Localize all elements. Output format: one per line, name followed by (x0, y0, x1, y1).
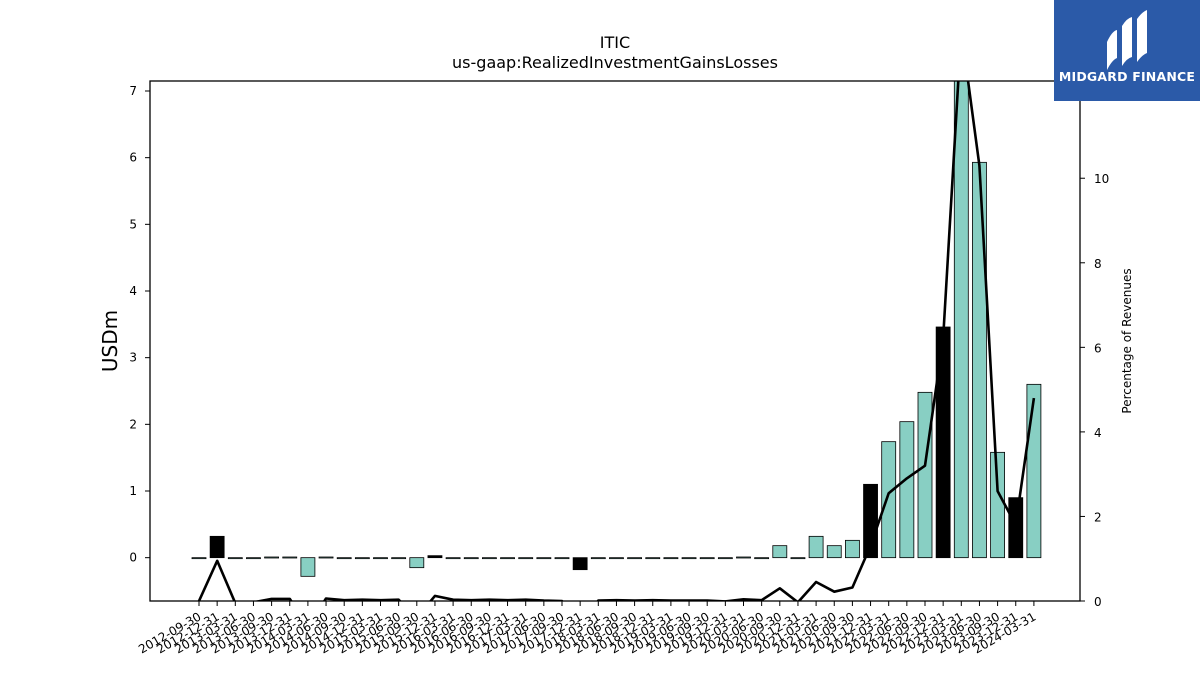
bar-2015-09-30 (409, 557, 425, 569)
chart-subtitle: us-gaap:RealizedInvestmentGainsLosses (452, 53, 778, 72)
bar-2022-12-31 (935, 326, 951, 559)
bar-2014-06-30 (318, 556, 334, 559)
right-y-axis-label: Percentage of Revenues (1120, 268, 1134, 413)
bar-2023-12-31 (1008, 497, 1024, 559)
bar-2013-03-31 (227, 557, 243, 560)
right-y-axis: 0 2 4 6 8 10 (1080, 172, 1109, 609)
y2-tick-label: 8 (1094, 257, 1102, 271)
y-tick-label: 1 (129, 484, 137, 498)
bar-2016-09-30 (481, 557, 497, 560)
y2-tick-label: 0 (1094, 595, 1102, 609)
y-tick-label: 4 (129, 284, 137, 298)
bar-2014-12-31 (354, 557, 370, 560)
bar-2023-03-31 (953, 80, 969, 559)
bar-2016-06-30 (463, 557, 479, 560)
y-tick-label: 2 (129, 417, 137, 431)
y2-tick-label: 10 (1094, 172, 1109, 186)
bar-2017-12-31 (572, 557, 588, 571)
y-tick-label: 3 (129, 351, 137, 365)
bar-2024-03-31 (1026, 383, 1042, 559)
bar-2021-09-30 (845, 539, 860, 559)
bar-2020-09-30 (772, 545, 788, 559)
plot-frame (149, 80, 1081, 602)
left-y-axis-label: USDm (98, 310, 122, 372)
bar-2022-03-31 (881, 441, 897, 559)
x-axis: 2012-09-302012-12-312013-03-312013-06-30… (136, 601, 1038, 656)
bar-2012-09-30 (191, 557, 207, 560)
y2-tick-label: 4 (1094, 426, 1102, 440)
bar-2012-12-31 (209, 535, 225, 559)
bar-2013-09-30 (264, 556, 280, 559)
bar-2016-12-31 (500, 557, 515, 560)
logo-mark-icon (1107, 10, 1147, 70)
bar-2019-09-30 (699, 557, 715, 560)
chart-title: ITIC (600, 33, 630, 52)
bar-2022-06-30 (899, 421, 915, 559)
bar-2020-03-31 (736, 556, 751, 559)
bar-2019-06-30 (681, 557, 697, 560)
bar-2017-03-31 (518, 557, 534, 560)
line-group (197, 81, 1036, 601)
bar-2017-09-30 (554, 557, 570, 560)
bar-2021-03-31 (808, 535, 824, 559)
bar-2017-06-30 (536, 557, 552, 560)
left-y-axis: 0 1 2 3 4 5 6 7 (129, 84, 150, 565)
bar-2015-12-31 (427, 555, 443, 559)
bar-2016-03-31 (445, 557, 461, 560)
y-tick-label: 5 (129, 217, 137, 231)
bar-2018-12-31 (645, 557, 661, 560)
bar-2019-03-31 (663, 557, 679, 560)
bar-2013-12-31 (282, 556, 298, 559)
bar-2021-06-30 (826, 545, 842, 559)
bar-group (191, 80, 1042, 577)
midgard-finance-logo: MIDGARD FINANCE (1054, 0, 1200, 101)
bar-2023-06-30 (972, 161, 987, 559)
bar-2018-09-30 (627, 557, 642, 560)
logo-text: MIDGARD FINANCE (1059, 69, 1195, 84)
line-series (197, 81, 1036, 601)
bar-2022-09-30 (917, 391, 933, 559)
y2-tick-label: 2 (1094, 510, 1102, 524)
y-tick-label: 7 (129, 84, 137, 98)
bar-2020-06-30 (754, 557, 770, 560)
bar-2018-03-31 (590, 557, 606, 560)
bar-2015-03-31 (373, 557, 388, 560)
y2-tick-label: 6 (1094, 341, 1102, 355)
bar-2015-06-30 (391, 557, 407, 560)
bar-2013-06-30 (246, 557, 261, 560)
bar-2020-12-31 (790, 557, 806, 560)
bar-2014-03-31 (300, 557, 316, 577)
y-tick-label: 0 (129, 551, 137, 565)
y-tick-label: 6 (129, 151, 137, 165)
bar-2014-09-30 (336, 557, 352, 560)
bar-2018-06-30 (609, 557, 624, 560)
bar-2019-12-31 (717, 557, 733, 560)
